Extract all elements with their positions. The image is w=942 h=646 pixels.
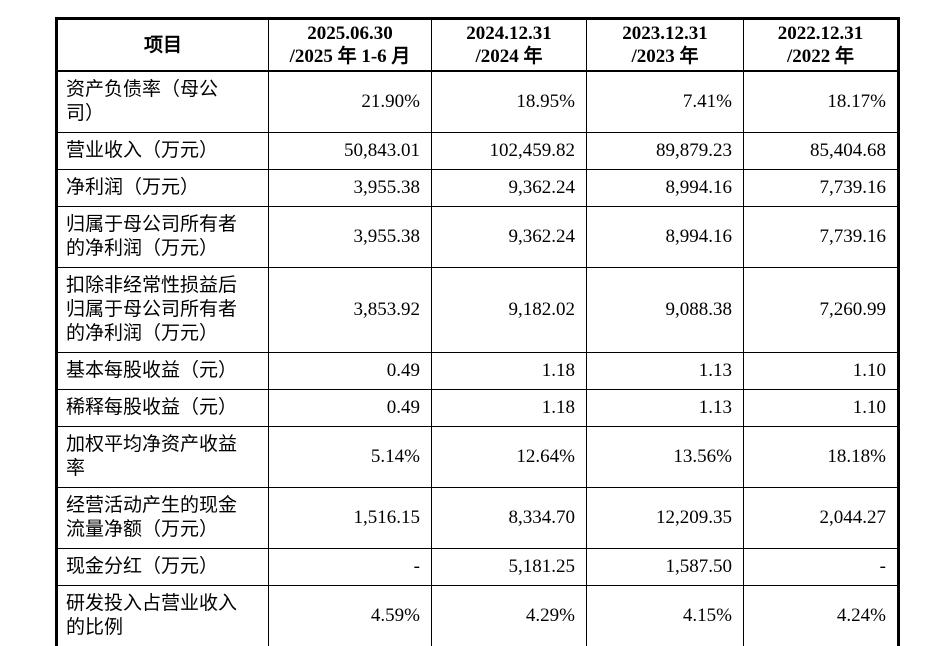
table-row: 基本每股收益（元） 0.49 1.18 1.13 1.10: [56, 352, 899, 390]
column-header-period: 2025.06.30 /2025 年 1-6 月: [268, 18, 432, 72]
table-row: 现金分红（万元） -5,181.25 1,587.50-: [56, 548, 899, 586]
document-page: 项目 2025.06.30 /2025 年 1-6 月 2024.12.31 /20…: [0, 17, 942, 646]
row-label: 现金分红（万元）: [56, 548, 269, 586]
cell-value: 12,209.35: [586, 487, 744, 549]
cell-value: 8,994.16: [586, 169, 744, 207]
cell-value: 0.49: [268, 389, 432, 427]
cell-value: 3,955.38: [268, 169, 432, 207]
row-label: 净利润（万元）: [56, 169, 269, 207]
cell-value: 7,739.16: [743, 206, 899, 268]
table-row: 扣除非经常性损益后 归属于母公司所有者 的净利润（万元） 3,853.92 9,18…: [56, 267, 899, 353]
cell-value: 18.18%: [743, 426, 899, 488]
row-label: 经营活动产生的现金 流量净额（万元）: [56, 487, 269, 549]
cell-value: 9,362.24: [431, 169, 587, 207]
cell-value: 5.14%: [268, 426, 432, 488]
cell-value: 21.90%: [268, 70, 432, 133]
cell-value: 9,088.38: [586, 267, 744, 353]
cell-value: 50,843.01: [268, 132, 432, 170]
column-header-period: 2024.12.31 /2024 年: [431, 18, 587, 72]
cell-value: 1.18: [431, 352, 587, 390]
table-row: 营业收入（万元） 50,843.01 102,459.82 89,879.23 85,4…: [56, 132, 899, 170]
cell-value: -: [268, 548, 432, 586]
table-row: 资产负债率（母公 司） 21.90% 18.95% 7.41% 18.17%: [56, 70, 899, 133]
cell-value: 13.56%: [586, 426, 744, 488]
cell-value: 8,334.70: [431, 487, 587, 549]
column-header-item: 项目: [56, 18, 269, 72]
table-header-row: 项目 2025.06.30 /2025 年 1-6 月 2024.12.31 /20…: [56, 18, 899, 72]
cell-value: 8,994.16: [586, 206, 744, 268]
cell-value: 1.18: [431, 389, 587, 427]
row-label: 稀释每股收益（元）: [56, 389, 269, 427]
cell-value: 4.15%: [586, 585, 744, 646]
cell-value: 4.24%: [743, 585, 899, 646]
cell-value: 0.49: [268, 352, 432, 390]
cell-value: 18.95%: [431, 70, 587, 133]
row-label: 资产负债率（母公 司）: [56, 70, 269, 133]
cell-value: 1.13: [586, 389, 744, 427]
cell-value: 2,044.27: [743, 487, 899, 549]
row-label: 加权平均净资产收益 率: [56, 426, 269, 488]
financial-summary-table: 项目 2025.06.30 /2025 年 1-6 月 2024.12.31 /20…: [55, 17, 900, 646]
cell-value: 102,459.82: [431, 132, 587, 170]
cell-value: 5,181.25: [431, 548, 587, 586]
row-label: 归属于母公司所有者 的净利润（万元）: [56, 206, 269, 268]
cell-value: 4.29%: [431, 585, 587, 646]
table-row: 归属于母公司所有者 的净利润（万元） 3,955.38 9,362.24 8,994.…: [56, 206, 899, 268]
cell-value: 9,182.02: [431, 267, 587, 353]
row-label: 基本每股收益（元）: [56, 352, 269, 390]
cell-value: 1.13: [586, 352, 744, 390]
table-row: 稀释每股收益（元） 0.49 1.18 1.13 1.10: [56, 389, 899, 427]
cell-value: 3,853.92: [268, 267, 432, 353]
cell-value: 1,516.15: [268, 487, 432, 549]
row-label: 研发投入占营业收入 的比例: [56, 585, 269, 646]
cell-value: -: [743, 548, 899, 586]
column-header-period: 2022.12.31 /2022 年: [743, 18, 899, 72]
cell-value: 1.10: [743, 389, 899, 427]
cell-value: 1,587.50: [586, 548, 744, 586]
cell-value: 3,955.38: [268, 206, 432, 268]
cell-value: 7,260.99: [743, 267, 899, 353]
row-label: 营业收入（万元）: [56, 132, 269, 170]
cell-value: 7,739.16: [743, 169, 899, 207]
cell-value: 9,362.24: [431, 206, 587, 268]
cell-value: 89,879.23: [586, 132, 744, 170]
cell-value: 4.59%: [268, 585, 432, 646]
table-row: 净利润（万元） 3,955.38 9,362.24 8,994.16 7,739.16: [56, 169, 899, 207]
cell-value: 1.10: [743, 352, 899, 390]
table-row: 经营活动产生的现金 流量净额（万元） 1,516.15 8,334.70 12,209…: [56, 487, 899, 549]
cell-value: 85,404.68: [743, 132, 899, 170]
cell-value: 7.41%: [586, 70, 744, 133]
cell-value: 18.17%: [743, 70, 899, 133]
table-row: 加权平均净资产收益 率 5.14% 12.64% 13.56% 18.18%: [56, 426, 899, 488]
column-header-period: 2023.12.31 /2023 年: [586, 18, 744, 72]
row-label: 扣除非经常性损益后 归属于母公司所有者 的净利润（万元）: [56, 267, 269, 353]
table-row: 研发投入占营业收入 的比例 4.59% 4.29% 4.15% 4.24%: [56, 585, 899, 646]
cell-value: 12.64%: [431, 426, 587, 488]
